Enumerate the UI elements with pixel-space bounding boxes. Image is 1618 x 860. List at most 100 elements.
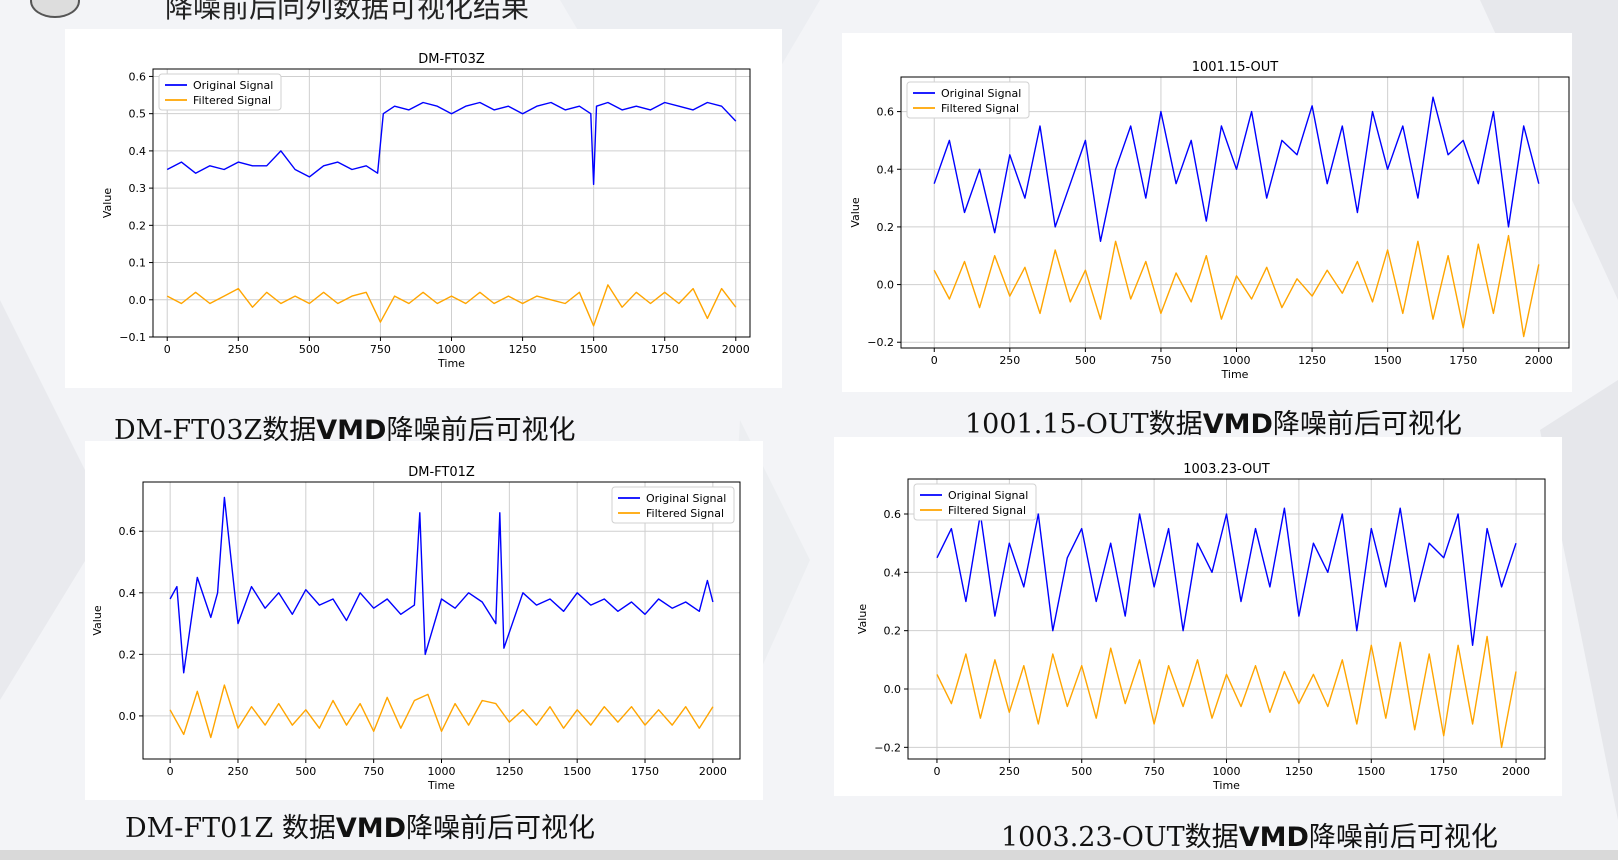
- series-original-signal: [166, 101, 737, 186]
- x-tick-label: 1000: [1213, 765, 1241, 778]
- series-filtered-signal: [169, 684, 714, 739]
- y-tick-label: 0.4: [129, 145, 147, 158]
- y-tick-label: 0.2: [884, 625, 902, 638]
- legend-label: Original Signal: [941, 87, 1021, 100]
- x-axis-label: Time: [1221, 368, 1249, 381]
- chart-panel-1003-23-out: 0 250 500 750 1000 1250 1500 1750 2000 −0.2 0.0 0.2…: [834, 437, 1562, 796]
- caption-suffix: 降噪前后可视化: [1308, 822, 1498, 853]
- caption-dm-ft03z: DM-FT03Z数据VMD降噪前后可视化: [114, 408, 575, 447]
- chart-1003-23-out: 0 250 500 750 1000 1250 1500 1750 2000 −0.2 0.0 0.2…: [834, 437, 1562, 796]
- caption-bold: VMD: [1202, 409, 1273, 440]
- legend-box: [913, 483, 1037, 521]
- series-group: [166, 101, 737, 327]
- x-tick-label: 0: [164, 343, 171, 356]
- y-tick-label: 0.6: [129, 70, 147, 83]
- y-tick-label: −0.2: [874, 741, 901, 754]
- x-tick-label: 1000: [438, 343, 466, 356]
- legend-box: [611, 486, 735, 524]
- series-original-signal: [933, 96, 1540, 242]
- x-tick-label: 1500: [1357, 765, 1385, 778]
- series-original-signal: [169, 496, 714, 674]
- x-tick-label: 0: [933, 765, 940, 778]
- x-tick-label: 2000: [699, 765, 727, 778]
- chart-dm-ft03z: 0 250 500 750 1000 1250 1500 1750 2000 −0.1 0.0 0.1…: [65, 29, 782, 388]
- legend-box: [906, 81, 1030, 119]
- x-tick-label: 1500: [563, 765, 591, 778]
- y-tick-label: 0.3: [129, 182, 147, 195]
- caption-suffix: 降噪前后可视化: [386, 415, 576, 446]
- y-tick-label: 0.6: [884, 508, 902, 521]
- bottom-bar: [0, 850, 1618, 860]
- x-tick-label: 2000: [1502, 765, 1530, 778]
- x-tick-label: 750: [1144, 765, 1165, 778]
- x-tick-label: 1750: [1449, 354, 1477, 367]
- x-tick-label: 1000: [1223, 354, 1251, 367]
- x-tick-label: 1250: [1285, 765, 1313, 778]
- y-tick-label: 0.6: [877, 106, 895, 119]
- caption-prefix: DM-FT01Z 数据: [125, 813, 336, 844]
- legend-label: Original Signal: [646, 492, 726, 505]
- chart-1001-15-out: 0 250 500 750 1000 1250 1500 1750 2000 −0.2 0.0 0.2…: [842, 33, 1572, 392]
- caption-dm-ft01z: DM-FT01Z 数据VMD降噪前后可视化: [125, 806, 595, 845]
- y-tick-label: −0.2: [867, 336, 894, 349]
- y-tick-label: −0.1: [119, 331, 146, 344]
- chart-title: DM-FT01Z: [408, 465, 475, 480]
- x-tick-label: 1250: [495, 765, 523, 778]
- x-tick-label: 750: [370, 343, 391, 356]
- x-tick-label: 250: [228, 343, 249, 356]
- chart-dm-ft01z: 0 250 500 750 1000 1250 1500 1750 2000 0.0 0.2 0.4 0…: [85, 441, 763, 800]
- x-tick-label: 750: [363, 765, 384, 778]
- y-axis-label: Value: [856, 604, 869, 634]
- y-axis-label: Value: [91, 605, 104, 635]
- x-tick-label: 0: [167, 765, 174, 778]
- x-axis-label: Time: [1212, 779, 1240, 792]
- x-tick-label: 1500: [580, 343, 608, 356]
- x-tick-label: 250: [999, 354, 1020, 367]
- chart-title: DM-FT03Z: [418, 52, 485, 67]
- x-tick-label: 0: [931, 354, 938, 367]
- caption-suffix: 降噪前后可视化: [406, 813, 596, 844]
- series-group: [169, 496, 714, 739]
- caption-suffix: 降噪前后可视化: [1272, 409, 1462, 440]
- legend-label: Filtered Signal: [941, 102, 1019, 115]
- y-tick-label: 0.2: [129, 219, 147, 232]
- slide-title: 降噪前后同列数据可视化结果: [165, 0, 530, 24]
- legend-label: Filtered Signal: [646, 507, 724, 520]
- x-tick-label: 500: [299, 343, 320, 356]
- y-tick-label: 0.5: [129, 108, 147, 121]
- series-group: [936, 507, 1517, 748]
- x-tick-label: 500: [1071, 765, 1092, 778]
- caption-prefix: DM-FT03Z数据: [114, 415, 317, 446]
- legend-label: Original Signal: [193, 79, 273, 92]
- y-tick-label: 0.2: [877, 221, 895, 234]
- x-tick-label: 500: [1075, 354, 1096, 367]
- legend-label: Filtered Signal: [948, 504, 1026, 517]
- caption-prefix: 1001.15-OUT数据: [965, 409, 1203, 440]
- chart-title: 1001.15-OUT: [1192, 60, 1279, 75]
- plot-frame: [900, 76, 1570, 349]
- chart-panel-dm-ft03z: 0 250 500 750 1000 1250 1500 1750 2000 −0.1 0.0 0.1…: [65, 29, 782, 388]
- series-group: [933, 96, 1540, 338]
- series-original-signal: [936, 507, 1517, 646]
- x-tick-label: 250: [999, 765, 1020, 778]
- x-tick-label: 1750: [651, 343, 679, 356]
- legend-box: [158, 73, 282, 111]
- x-tick-label: 500: [295, 765, 316, 778]
- x-tick-label: 1750: [631, 765, 659, 778]
- y-tick-label: 0.0: [119, 710, 137, 723]
- x-axis-label: Time: [437, 357, 465, 370]
- caption-prefix: 1003.23-OUT数据: [1001, 822, 1239, 853]
- legend-label: Original Signal: [948, 489, 1028, 502]
- y-axis-label: Value: [849, 197, 862, 227]
- y-tick-label: 0.6: [119, 525, 137, 538]
- caption-1001-15-out: 1001.15-OUT数据VMD降噪前后可视化: [965, 402, 1462, 441]
- legend-label: Filtered Signal: [193, 94, 271, 107]
- y-tick-label: 0.1: [129, 257, 147, 270]
- x-tick-label: 1750: [1430, 765, 1458, 778]
- x-tick-label: 250: [227, 765, 248, 778]
- x-tick-label: 1250: [509, 343, 537, 356]
- y-tick-label: 0.4: [119, 587, 137, 600]
- series-filtered-signal: [933, 234, 1540, 338]
- chart-panel-dm-ft01z: 0 250 500 750 1000 1250 1500 1750 2000 0.0 0.2 0.4 0…: [85, 441, 763, 800]
- y-axis-label: Value: [101, 188, 114, 218]
